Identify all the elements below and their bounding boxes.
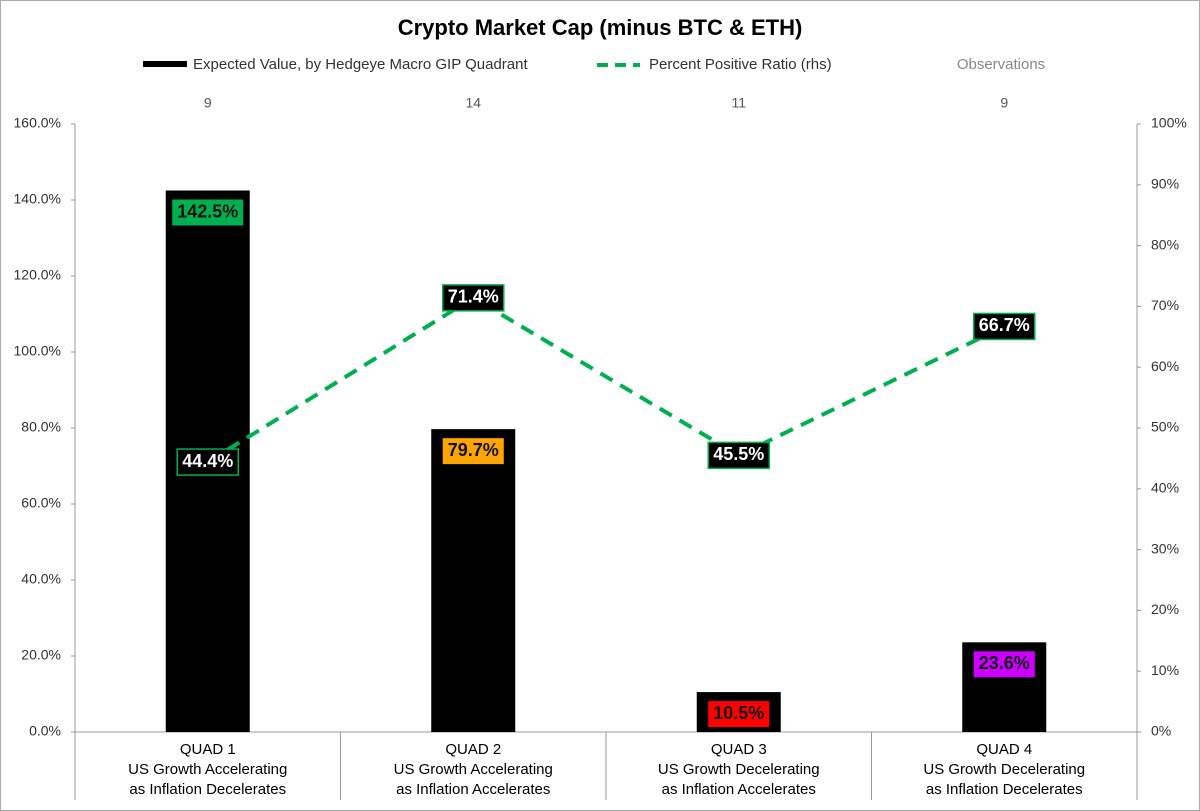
y-tick-label: 100.0% <box>14 343 61 359</box>
x-tick-label: QUAD 4 <box>976 741 1032 758</box>
y-tick-label: 40.0% <box>21 571 61 587</box>
line-label: 71.4% <box>441 284 505 312</box>
data-label: 44.4% <box>182 451 233 471</box>
y-tick-label: 0.0% <box>29 723 61 739</box>
x-tick-label: US Growth Accelerating <box>394 761 553 778</box>
data-label-box <box>972 312 1036 341</box>
y2-tick-label: 0% <box>1151 723 1171 739</box>
x-tick-label: as Inflation Decelerates <box>129 781 286 798</box>
y2-tick-label: 50% <box>1151 419 1179 435</box>
y2-tick-label: 30% <box>1151 540 1179 556</box>
y2-tick-label: 70% <box>1151 297 1179 313</box>
bar <box>431 429 516 732</box>
x-tick-label: as Inflation Accelerates <box>396 781 550 798</box>
bar-label: 142.5% <box>172 199 244 226</box>
y2-tick-label: 40% <box>1151 480 1179 496</box>
x-tick-label: US Growth Accelerating <box>128 761 287 778</box>
bar-label: 79.7% <box>442 438 504 465</box>
line <box>206 295 1006 464</box>
data-label: 142.5% <box>177 201 238 221</box>
data-label-box <box>708 701 770 728</box>
line-label: 66.7% <box>972 312 1036 341</box>
legend-label: Observations <box>957 56 1045 73</box>
y-tick-label: 140.0% <box>14 191 61 207</box>
data-label-box <box>442 438 504 465</box>
x-tick-label: QUAD 1 <box>180 741 236 758</box>
line-label: 44.4% <box>176 448 240 476</box>
legend-label: Percent Positive Ratio (rhs) <box>649 56 832 73</box>
x-tick-label: QUAD 2 <box>445 741 501 758</box>
observation-count: 11 <box>731 95 746 111</box>
x-tick-label: as Inflation Accelerates <box>662 781 816 798</box>
y-tick-label: 80.0% <box>21 419 61 435</box>
x-tick-label: as Inflation Decelerates <box>926 781 1083 798</box>
data-label: 10.5% <box>713 703 764 723</box>
data-label-box <box>973 651 1035 678</box>
legend-label: Expected Value, by Hedgeye Macro GIP Qua… <box>193 56 528 73</box>
y-tick-label: 60.0% <box>21 495 61 511</box>
observation-count: 9 <box>1000 95 1008 111</box>
y2-tick-label: 90% <box>1151 176 1179 192</box>
legend-swatch <box>143 61 187 67</box>
data-label-box <box>172 199 244 226</box>
chart-title: Crypto Market Cap (minus BTC & ETH) <box>398 15 803 40</box>
observation-count: 14 <box>465 95 481 111</box>
y-tick-label: 20.0% <box>21 647 61 663</box>
y2-tick-label: 60% <box>1151 358 1179 374</box>
y2-tick-label: 80% <box>1151 236 1179 252</box>
y2-tick-label: 10% <box>1151 662 1179 678</box>
y2-tick-label: 20% <box>1151 601 1179 617</box>
y-tick-label: 160.0% <box>14 115 61 131</box>
data-label: 71.4% <box>448 287 499 307</box>
data-label: 45.5% <box>713 444 764 464</box>
x-tick-label: QUAD 3 <box>711 741 767 758</box>
bar-label: 10.5% <box>708 701 770 728</box>
data-label: 79.7% <box>448 440 499 460</box>
y2-tick-label: 100% <box>1151 115 1187 131</box>
observation-count: 9 <box>204 95 212 111</box>
data-label-box <box>707 441 771 470</box>
data-label-box <box>441 284 505 312</box>
data-label: 23.6% <box>979 653 1030 673</box>
x-tick-label: US Growth Decelerating <box>658 761 820 778</box>
data-label-box <box>176 448 240 476</box>
x-tick-label: US Growth Decelerating <box>923 761 1085 778</box>
line-label: 45.5% <box>707 441 771 470</box>
y-tick-label: 120.0% <box>14 267 61 283</box>
bar-label: 23.6% <box>973 651 1035 678</box>
data-label: 66.7% <box>979 315 1030 335</box>
